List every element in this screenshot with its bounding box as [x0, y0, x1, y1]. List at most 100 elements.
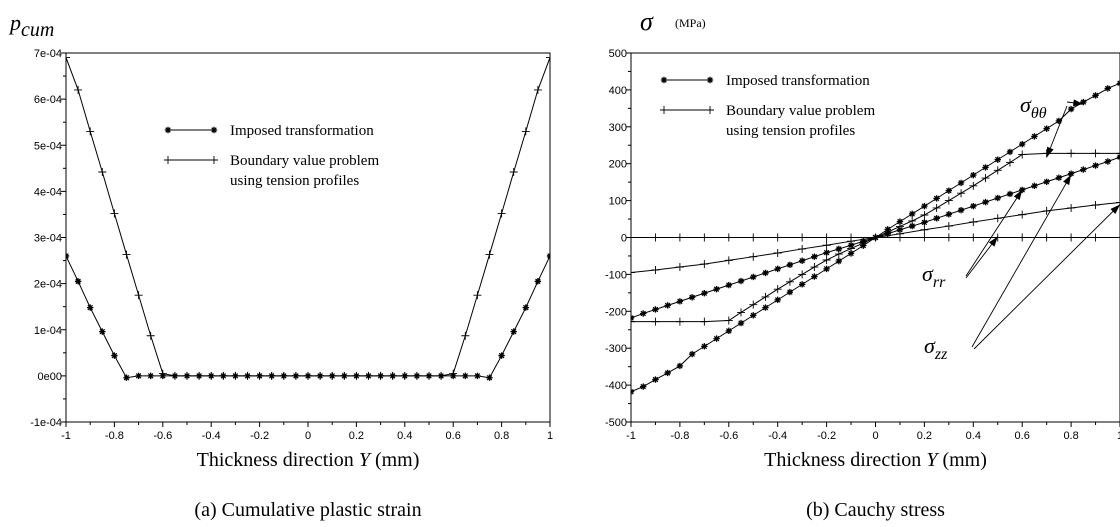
data-point	[762, 269, 769, 277]
data-point	[461, 331, 470, 340]
figure-caption: (a) Cumulative plastic strain	[194, 499, 421, 521]
data-point	[207, 371, 216, 380]
data-point	[497, 209, 506, 218]
data-point	[640, 383, 647, 390]
data-point	[1104, 158, 1111, 165]
legend: Imposed transformation Boundary value pro…	[660, 73, 875, 139]
series-layer	[66, 53, 550, 381]
data-point	[664, 302, 671, 309]
data-point	[1080, 98, 1087, 106]
data-point	[316, 371, 325, 380]
series-1	[66, 252, 550, 381]
data-point	[1080, 166, 1087, 173]
x-tick-label: 0.2	[917, 430, 932, 442]
data-point	[449, 369, 458, 378]
x-tick-label: -0.2	[250, 430, 269, 442]
data-point	[1067, 105, 1075, 113]
y-tick-label: -200	[605, 306, 627, 318]
data-point	[957, 189, 966, 198]
x-tick-label: 0.4	[397, 430, 412, 442]
data-point	[969, 233, 978, 242]
data-point	[700, 317, 709, 326]
x-tick-label: 1	[547, 430, 553, 442]
data-point	[944, 196, 953, 205]
data-point	[749, 300, 758, 309]
data-point	[773, 233, 782, 242]
x-tick-label: 0.6	[446, 430, 461, 442]
x-tick-label: 0.4	[966, 430, 981, 442]
data-point	[945, 187, 953, 194]
y-tick-label: 2e-04	[34, 279, 62, 291]
data-point	[99, 328, 106, 335]
y-tick-label: 400	[609, 85, 627, 97]
data-point	[522, 304, 529, 311]
data-point	[546, 252, 550, 260]
x-tick-label: 1	[1117, 430, 1120, 442]
data-point	[1006, 148, 1014, 156]
data-point	[798, 244, 807, 253]
data-point	[933, 195, 940, 202]
data-point	[1067, 203, 1076, 212]
data-point	[462, 372, 469, 380]
data-point	[822, 241, 831, 250]
data-point	[957, 179, 965, 187]
x-tick-label: -0.8	[670, 430, 689, 442]
x-axis: -1 -0.8 -0.6 -0.4 -0.2 0 0.2 0.4 0.6 0.8 1	[61, 422, 553, 442]
data-point	[786, 288, 794, 296]
data-point	[688, 294, 696, 301]
legend-label: Imposed transformation	[726, 73, 870, 89]
x-tick-label: -1	[626, 430, 636, 442]
data-point	[713, 335, 720, 342]
data-point	[1067, 149, 1076, 158]
data-point	[651, 265, 660, 274]
data-point	[823, 265, 830, 273]
data-point	[761, 292, 770, 301]
data-point	[304, 371, 312, 380]
data-point	[74, 278, 82, 285]
data-point	[701, 343, 708, 350]
data-point	[631, 388, 635, 395]
data-point	[122, 250, 131, 259]
data-point	[123, 374, 130, 381]
data-point	[352, 371, 361, 380]
data-point	[811, 253, 818, 260]
data-point	[98, 168, 107, 176]
data-point	[725, 281, 732, 289]
data-point	[994, 194, 1001, 202]
data-point	[1104, 85, 1111, 92]
data-point	[1042, 206, 1051, 215]
x-tick-label: -0.4	[202, 430, 221, 442]
data-point	[944, 222, 953, 231]
legend-item-boundary: Boundary value problem using tension prof…	[660, 103, 875, 139]
legend-marker	[660, 76, 668, 84]
data-point	[823, 249, 830, 256]
legend-label: Boundary value problem	[230, 153, 379, 169]
data-point	[944, 233, 953, 242]
y-tick-label: -1e-04	[30, 417, 62, 429]
data-point	[688, 350, 696, 358]
data-point	[785, 277, 794, 286]
y-tick-label: 200	[609, 159, 627, 171]
data-point	[822, 233, 831, 242]
data-point	[749, 233, 758, 242]
series-2	[66, 53, 550, 380]
data-point	[970, 202, 977, 210]
data-point	[676, 362, 684, 370]
data-point	[510, 328, 517, 335]
data-point	[219, 371, 228, 380]
data-point	[376, 371, 385, 380]
data-point	[700, 233, 709, 242]
y-tick-label: 1e-04	[34, 325, 62, 337]
data-point	[773, 249, 782, 257]
x-tick-label: 0.8	[494, 430, 509, 442]
data-point	[994, 156, 1001, 163]
data-point	[773, 285, 782, 294]
data-point	[1031, 182, 1038, 190]
data-point	[822, 256, 831, 265]
data-point	[750, 312, 757, 319]
data-point	[871, 233, 880, 242]
data-point	[798, 270, 807, 279]
data-point	[509, 168, 518, 176]
y-axis-label: pcum	[8, 10, 54, 41]
y-tick-label: 100	[609, 196, 627, 208]
